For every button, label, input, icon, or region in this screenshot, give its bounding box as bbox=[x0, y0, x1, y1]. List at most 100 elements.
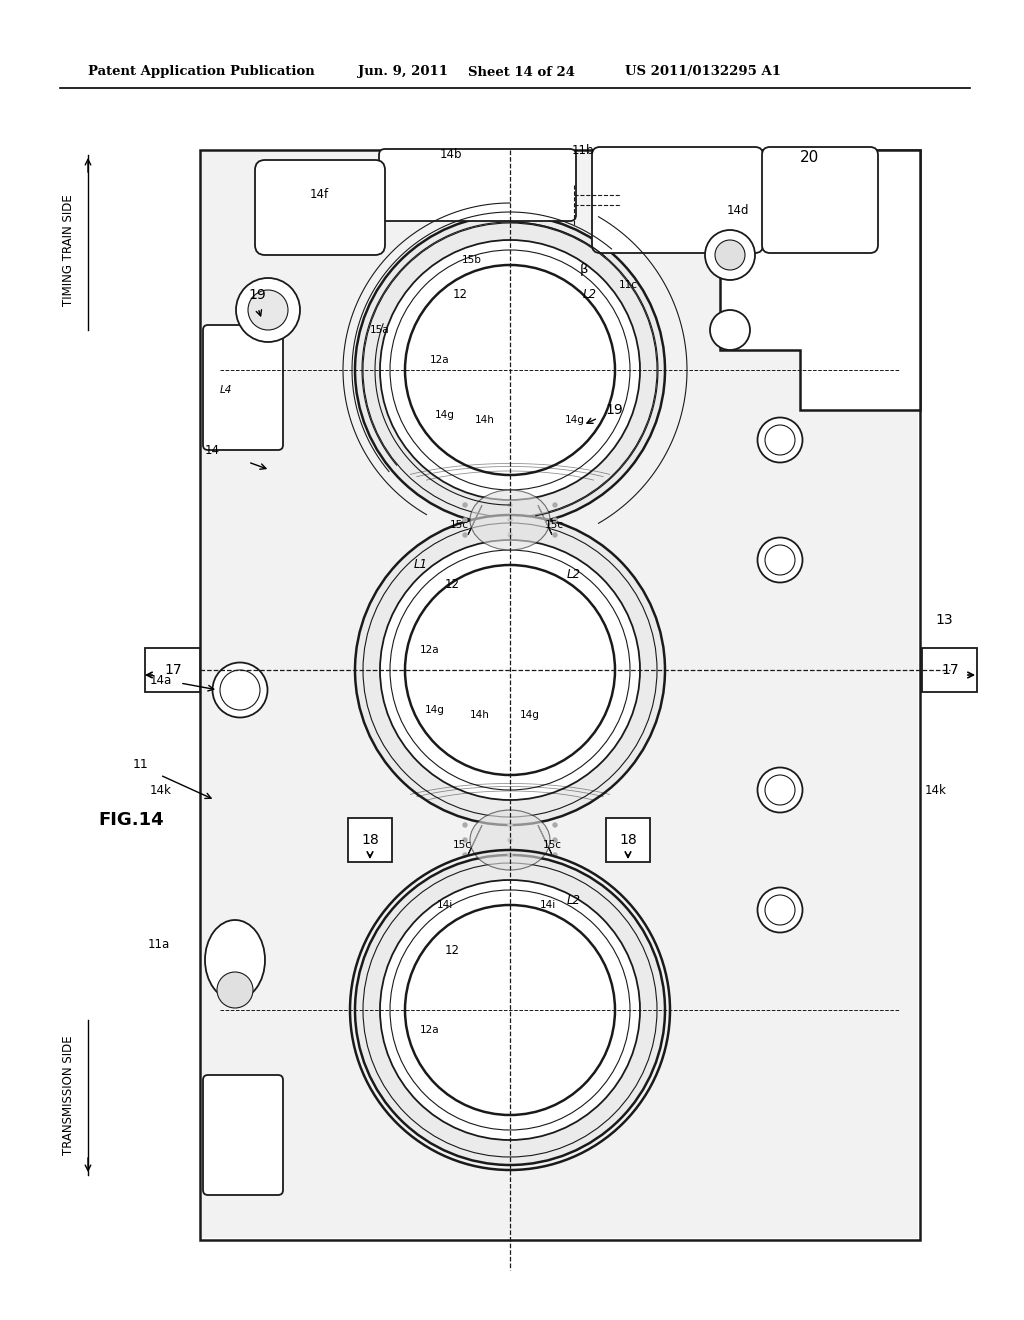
FancyBboxPatch shape bbox=[762, 147, 878, 253]
Text: 12a: 12a bbox=[420, 1026, 439, 1035]
Circle shape bbox=[406, 565, 615, 775]
Circle shape bbox=[217, 972, 253, 1008]
Ellipse shape bbox=[758, 417, 803, 462]
Circle shape bbox=[463, 838, 467, 842]
Ellipse shape bbox=[470, 810, 550, 870]
FancyBboxPatch shape bbox=[255, 160, 385, 255]
Circle shape bbox=[553, 838, 557, 842]
Circle shape bbox=[508, 822, 512, 828]
Text: 13: 13 bbox=[935, 612, 952, 627]
Polygon shape bbox=[538, 825, 552, 855]
Text: 14: 14 bbox=[205, 444, 220, 457]
Circle shape bbox=[380, 240, 640, 500]
Circle shape bbox=[463, 503, 467, 507]
Text: 14i: 14i bbox=[437, 900, 454, 909]
Text: FIG.14: FIG.14 bbox=[98, 810, 164, 829]
Text: 19: 19 bbox=[605, 403, 623, 417]
Circle shape bbox=[380, 540, 640, 800]
Circle shape bbox=[463, 822, 467, 828]
Text: 12: 12 bbox=[453, 289, 468, 301]
Circle shape bbox=[508, 853, 512, 857]
Text: 11a: 11a bbox=[148, 939, 170, 952]
FancyBboxPatch shape bbox=[348, 818, 392, 862]
Text: Sheet 14 of 24: Sheet 14 of 24 bbox=[468, 66, 575, 78]
Circle shape bbox=[508, 533, 512, 537]
Circle shape bbox=[508, 517, 512, 521]
Text: 14b: 14b bbox=[440, 149, 463, 161]
Text: 15a: 15a bbox=[370, 325, 389, 335]
Text: 11c: 11c bbox=[618, 280, 638, 290]
Text: 14k: 14k bbox=[150, 784, 172, 796]
Ellipse shape bbox=[470, 490, 550, 550]
Text: 14g: 14g bbox=[565, 414, 585, 425]
Text: 14g: 14g bbox=[435, 411, 455, 420]
Ellipse shape bbox=[213, 663, 267, 718]
Text: US 2011/0132295 A1: US 2011/0132295 A1 bbox=[625, 66, 781, 78]
Ellipse shape bbox=[758, 537, 803, 582]
Text: 18: 18 bbox=[361, 833, 379, 847]
Text: 14g: 14g bbox=[425, 705, 444, 715]
FancyBboxPatch shape bbox=[592, 147, 763, 253]
FancyBboxPatch shape bbox=[145, 648, 200, 692]
Text: 14h: 14h bbox=[475, 414, 495, 425]
Circle shape bbox=[236, 279, 300, 342]
Text: Patent Application Publication: Patent Application Publication bbox=[88, 66, 314, 78]
Text: 12a: 12a bbox=[420, 645, 439, 655]
Text: L2: L2 bbox=[567, 894, 581, 907]
Circle shape bbox=[406, 906, 615, 1115]
Ellipse shape bbox=[765, 895, 795, 925]
Text: 14d: 14d bbox=[727, 203, 750, 216]
Text: 20: 20 bbox=[800, 149, 819, 165]
Text: 11: 11 bbox=[132, 759, 148, 771]
Text: 17: 17 bbox=[164, 663, 182, 677]
Text: 14i: 14i bbox=[540, 900, 556, 909]
Circle shape bbox=[553, 822, 557, 828]
FancyBboxPatch shape bbox=[606, 818, 650, 862]
Text: 12a: 12a bbox=[430, 355, 450, 366]
Circle shape bbox=[463, 533, 467, 537]
Text: Jun. 9, 2011: Jun. 9, 2011 bbox=[358, 66, 449, 78]
Ellipse shape bbox=[758, 887, 803, 932]
Circle shape bbox=[508, 838, 512, 842]
Text: 11b: 11b bbox=[572, 144, 595, 157]
Text: 15b: 15b bbox=[462, 255, 482, 265]
Text: 15c: 15c bbox=[543, 840, 562, 850]
Circle shape bbox=[553, 517, 557, 521]
Circle shape bbox=[248, 290, 288, 330]
Text: 14f: 14f bbox=[310, 189, 329, 202]
Polygon shape bbox=[538, 506, 552, 535]
FancyBboxPatch shape bbox=[379, 149, 575, 220]
FancyBboxPatch shape bbox=[203, 1074, 283, 1195]
Text: L1: L1 bbox=[414, 558, 428, 572]
Ellipse shape bbox=[205, 920, 265, 1001]
Text: β: β bbox=[580, 264, 589, 276]
Polygon shape bbox=[468, 825, 482, 855]
Circle shape bbox=[380, 880, 640, 1140]
Circle shape bbox=[355, 215, 665, 525]
Circle shape bbox=[355, 855, 665, 1166]
FancyBboxPatch shape bbox=[203, 325, 283, 450]
Text: 12: 12 bbox=[445, 578, 460, 591]
FancyBboxPatch shape bbox=[922, 648, 977, 692]
Ellipse shape bbox=[758, 767, 803, 813]
Text: TIMING TRAIN SIDE: TIMING TRAIN SIDE bbox=[61, 194, 75, 306]
Text: 14a: 14a bbox=[150, 673, 172, 686]
Text: 14g: 14g bbox=[520, 710, 540, 719]
Ellipse shape bbox=[220, 671, 260, 710]
Text: 14k: 14k bbox=[925, 784, 947, 796]
Circle shape bbox=[715, 240, 745, 271]
Text: 12: 12 bbox=[445, 944, 460, 957]
Text: 15c: 15c bbox=[453, 840, 472, 850]
Text: 15c: 15c bbox=[545, 520, 564, 531]
Circle shape bbox=[705, 230, 755, 280]
Polygon shape bbox=[468, 506, 482, 535]
FancyBboxPatch shape bbox=[200, 150, 920, 1239]
Circle shape bbox=[463, 853, 467, 857]
FancyBboxPatch shape bbox=[202, 152, 918, 1238]
Ellipse shape bbox=[765, 545, 795, 576]
Ellipse shape bbox=[765, 425, 795, 455]
Circle shape bbox=[508, 503, 512, 507]
Circle shape bbox=[553, 853, 557, 857]
Text: 18: 18 bbox=[620, 833, 637, 847]
Ellipse shape bbox=[765, 775, 795, 805]
